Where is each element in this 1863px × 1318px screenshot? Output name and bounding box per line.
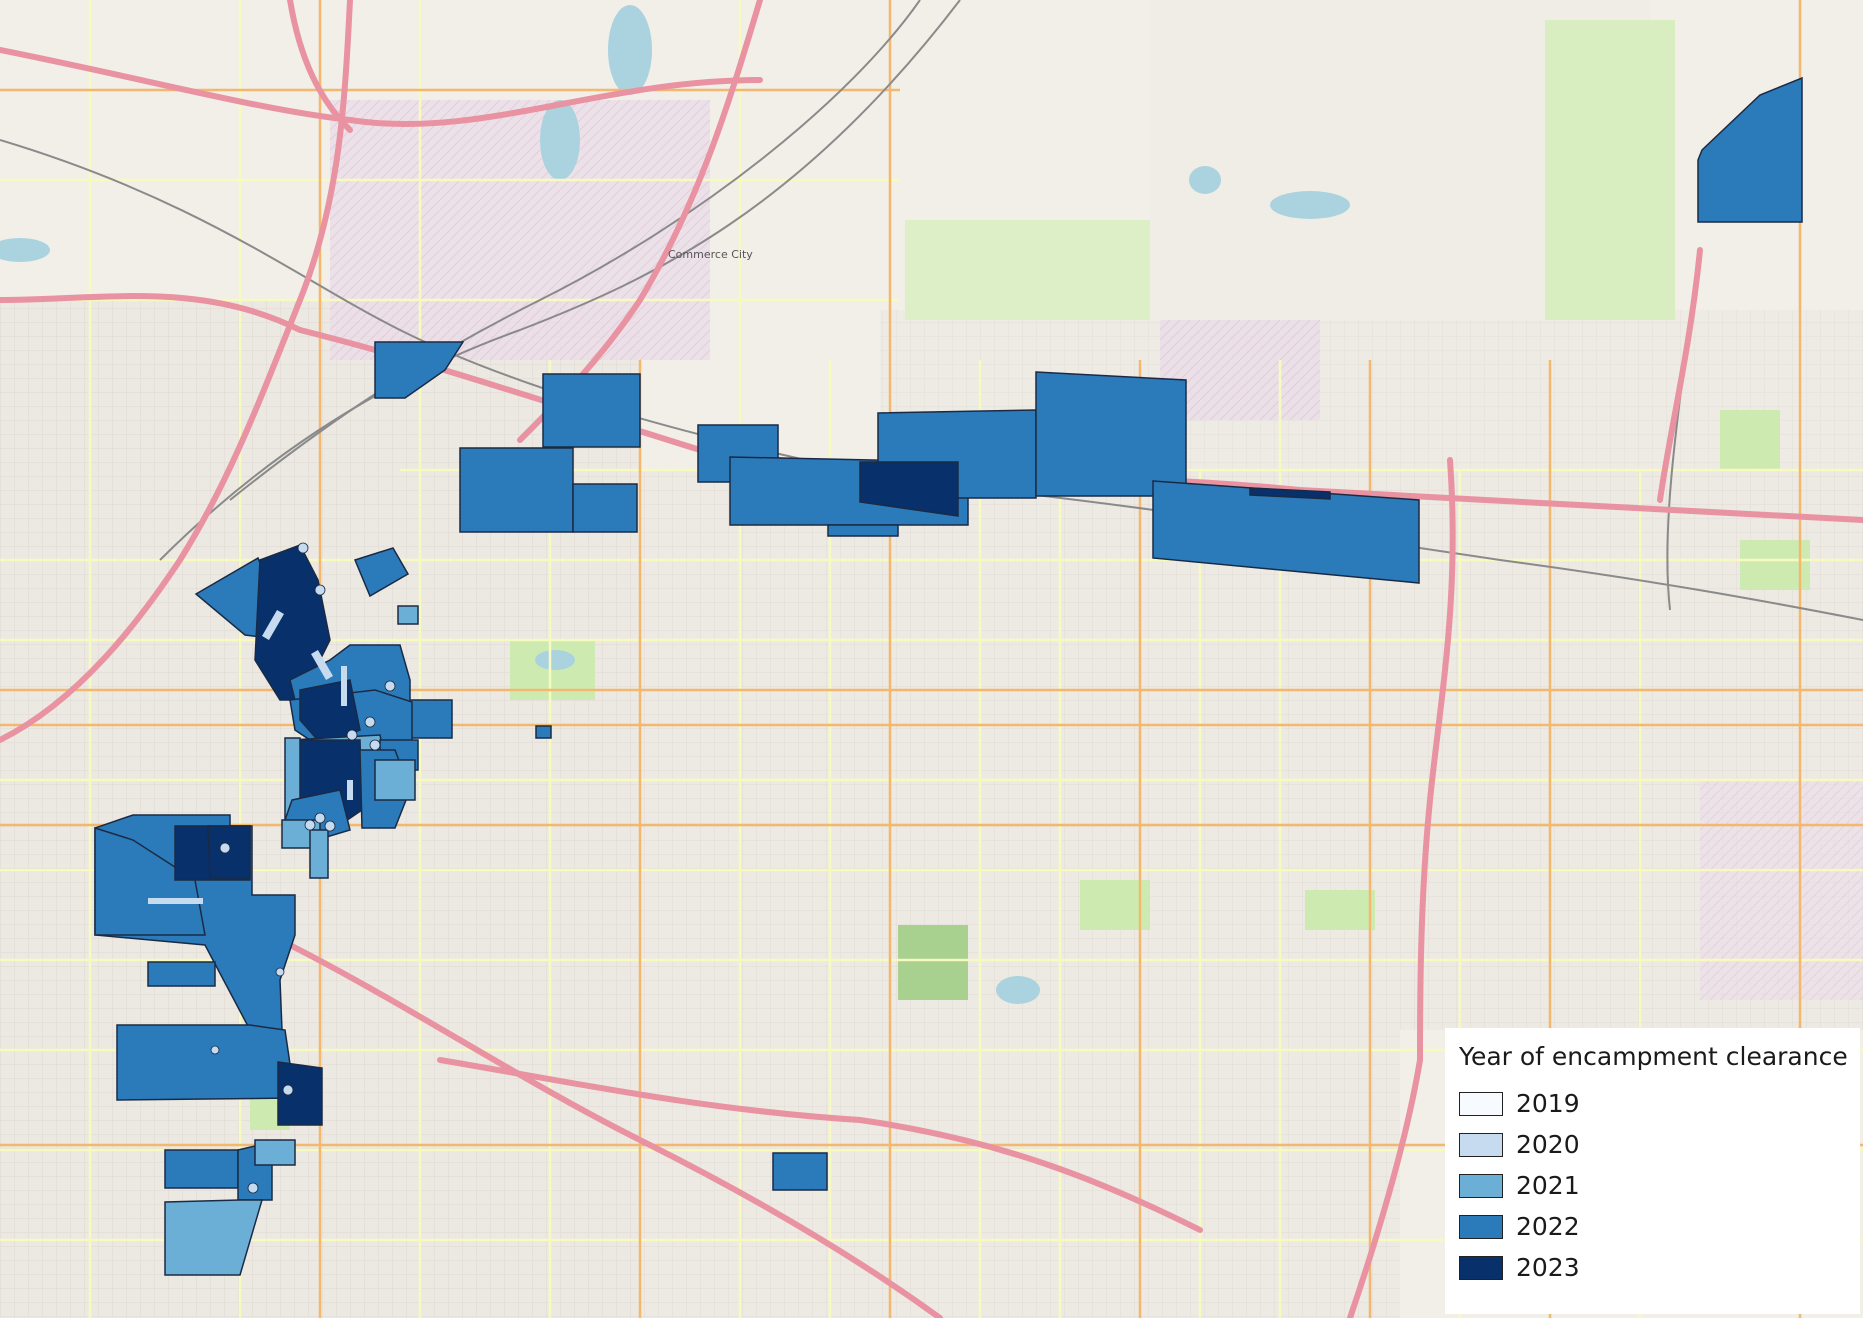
clearance-area-2022: [772, 1152, 828, 1191]
clearance-point-2020: [275, 967, 285, 977]
water-body: [996, 976, 1040, 1004]
clearance-area-2022: [116, 1024, 296, 1101]
clearance-points-2020: [148, 542, 396, 1194]
water-body: [608, 5, 652, 95]
clearance-area-2021: [164, 1199, 264, 1276]
legend-swatch-2020: [1459, 1132, 1503, 1157]
legend-item-2023: 2023: [1459, 1247, 1860, 1288]
place-label-commerce-city: Commerce City: [668, 248, 753, 261]
clearance-area-2023: [859, 461, 959, 517]
industrial-zone: [1700, 780, 1863, 1000]
clearance-strip-2020: [347, 780, 353, 800]
clearance-area-2022: [535, 725, 552, 739]
clearance-strip-2020: [311, 650, 333, 680]
clearance-point-2020: [314, 584, 326, 596]
clearance-area-2022: [827, 524, 899, 537]
legend-item-2019: 2019: [1459, 1083, 1860, 1124]
clearance-point-2020: [247, 1182, 259, 1194]
clearance-area-2022: [147, 961, 216, 987]
clearance-point-2020: [314, 812, 326, 824]
clearance-area-2021: [397, 605, 419, 625]
clearance-area-2021: [309, 829, 329, 879]
clearance-point-2020: [282, 1084, 294, 1096]
legend-swatch-2021: [1459, 1173, 1503, 1198]
park: [1740, 540, 1810, 590]
clearance-point-2020: [219, 842, 231, 854]
legend-swatch-2022: [1459, 1214, 1503, 1239]
clearance-area-2023: [277, 1061, 323, 1126]
park: [1305, 890, 1375, 930]
industrial-zone: [330, 100, 710, 360]
water-body: [1189, 166, 1221, 194]
legend-title: Year of encampment clearance: [1459, 1042, 1848, 1071]
legend-label-2019: 2019: [1516, 1089, 1580, 1118]
clearance-area-2023: [207, 825, 251, 879]
clearance-area-2022: [459, 447, 574, 533]
clearance-area-2022: [374, 341, 465, 399]
legend-item-2020: 2020: [1459, 1124, 1860, 1165]
residential-area-central: [640, 470, 1400, 1318]
water-body: [540, 100, 580, 180]
legend-label-2021: 2021: [1516, 1171, 1580, 1200]
clearance-point-2020: [346, 729, 358, 741]
clearance-area-2022: [572, 483, 638, 533]
clearance-point-2020: [364, 716, 376, 728]
clearance-point-2020: [369, 739, 381, 751]
legend-item-2021: 2021: [1459, 1165, 1860, 1206]
park: [898, 925, 968, 1000]
legend-label-2020: 2020: [1516, 1130, 1580, 1159]
clearance-point-2020: [304, 819, 316, 831]
clearance-area-2022: [542, 373, 641, 448]
clearance-area-2021: [374, 759, 416, 801]
clearance-point-2020: [210, 1045, 220, 1055]
clearance-area-2022: [1035, 371, 1187, 497]
clearance-point-2020: [297, 542, 309, 554]
clearance-point-2020: [324, 820, 336, 832]
open-area-park: [1545, 20, 1675, 320]
legend-label-2022: 2022: [1516, 1212, 1580, 1241]
clearance-area-2022: [1697, 76, 1803, 223]
clearance-point-2020: [384, 680, 396, 692]
water-body: [0, 238, 50, 262]
legend-item-2022: 2022: [1459, 1206, 1860, 1247]
clearance-area-2021: [254, 1139, 296, 1166]
legend-label-2023: 2023: [1516, 1253, 1580, 1282]
clearance-area-2022: [164, 1149, 239, 1189]
clearance-strip-2020: [341, 666, 347, 706]
park: [1720, 410, 1780, 470]
park: [905, 220, 1150, 320]
clearance-polygons: [94, 76, 1803, 1276]
water-body: [1270, 191, 1350, 219]
park: [1080, 880, 1150, 930]
clearance-area-2023: [1249, 487, 1331, 500]
water-body: [535, 650, 575, 670]
map-legend: Year of encampment clearance 2019 2020 2…: [1445, 1028, 1860, 1314]
clearance-strip-2020: [262, 610, 284, 640]
legend-swatch-2023: [1459, 1255, 1503, 1280]
clearance-strip-2020: [148, 898, 203, 904]
clearance-area-2022: [94, 826, 206, 936]
legend-swatch-2019: [1459, 1091, 1503, 1116]
clearance-area-2022: [353, 547, 410, 598]
